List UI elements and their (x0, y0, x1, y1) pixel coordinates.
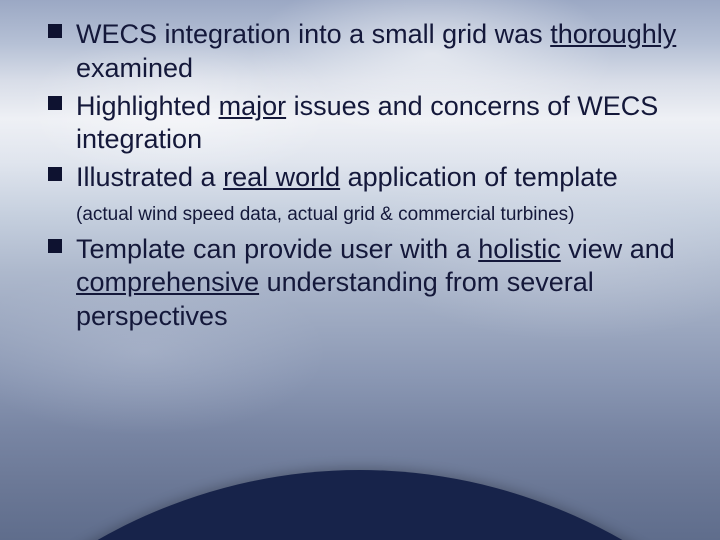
bullet-item: Highlighted major issues and concerns of… (48, 90, 680, 158)
content-area: WECS integration into a small grid was t… (48, 18, 680, 338)
bullet-text-segment: Highlighted (76, 91, 219, 121)
bullet-text-segment: holistic (478, 234, 561, 264)
footer-arc (0, 470, 720, 540)
bullet-item: Template can provide user with a holisti… (48, 233, 680, 334)
bullet-item: Illustrated a real world application of … (48, 161, 680, 229)
bullet-item: WECS integration into a small grid was t… (48, 18, 680, 86)
bullet-list: WECS integration into a small grid was t… (48, 18, 680, 334)
bullet-text-segment: view and (561, 234, 675, 264)
bullet-text-segment: application of template (340, 162, 618, 192)
bullet-text-segment: thoroughly (550, 19, 676, 49)
bullet-text-segment: real world (223, 162, 340, 192)
bullet-text-segment: comprehensive (76, 267, 259, 297)
bullet-text-segment: Template can provide user with a (76, 234, 478, 264)
bullet-text-segment: WECS integration into a small grid was (76, 19, 550, 49)
bullet-text-segment: major (219, 91, 287, 121)
bullet-text-segment: Illustrated a (76, 162, 223, 192)
bullet-text-segment: (actual wind speed data, actual grid & c… (76, 204, 574, 225)
bullet-text-segment: examined (76, 53, 193, 83)
slide: WECS integration into a small grid was t… (0, 0, 720, 540)
